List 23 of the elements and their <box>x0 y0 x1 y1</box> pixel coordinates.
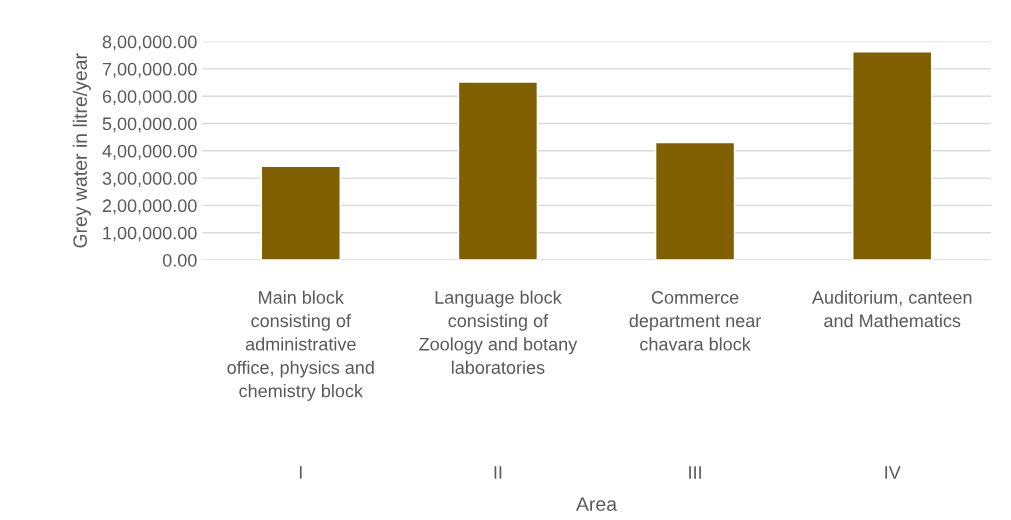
y-tick-label: 7,00,000.00 <box>102 62 197 78</box>
text: III <box>689 466 701 479</box>
y-axis-title: Grey water in litre/year <box>72 53 91 248</box>
y-tick-label: 1,00,000.00 <box>103 226 197 242</box>
bar <box>260 165 341 260</box>
text: I <box>299 466 302 479</box>
y-tick-label: 8,00,000.00 <box>102 35 197 51</box>
bar <box>457 81 539 260</box>
y-tick-label: 6,00,000.00 <box>102 90 197 106</box>
x-axis-title: Area <box>575 497 618 511</box>
text: IV <box>885 466 901 479</box>
x-tick-label: Main block consisting of administrative office, physics and chemistry block <box>227 290 374 401</box>
x-tick-label: Language block consisting of Zoology and botany laboratories <box>419 290 578 374</box>
bar <box>654 141 736 260</box>
x-tick-label: Auditorium, canteen and Mathematics <box>811 290 972 328</box>
y-tick-label: 3,00,000.00 <box>102 172 197 187</box>
y-tick-label: 4,00,000.00 <box>102 144 197 160</box>
y-tick-label: 2,00,000.00 <box>102 199 197 215</box>
y-tick-label: 5,00,000.00 <box>102 117 197 133</box>
y-tick-label: 0.00 <box>162 253 197 267</box>
x-tick-label: Commerce department near chavara block <box>629 291 762 351</box>
bar <box>852 51 933 260</box>
text: II <box>494 466 502 479</box>
